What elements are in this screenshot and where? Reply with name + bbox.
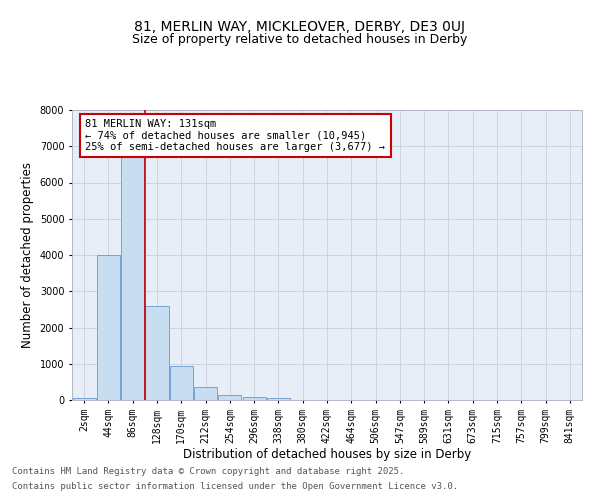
Bar [121, 132, 144, 400]
Bar [73, 398, 95, 400]
Bar [242, 397, 266, 400]
Text: 81 MERLIN WAY: 131sqm
← 74% of detached houses are smaller (10,945)
25% of semi-: 81 MERLIN WAY: 131sqm ← 74% of detached … [85, 119, 385, 152]
Bar [170, 366, 193, 400]
X-axis label: Distribution of detached houses by size in Derby: Distribution of detached houses by size … [183, 448, 471, 462]
Bar [97, 255, 120, 400]
Bar [194, 388, 217, 400]
Text: 81, MERLIN WAY, MICKLEOVER, DERBY, DE3 0UJ: 81, MERLIN WAY, MICKLEOVER, DERBY, DE3 0… [134, 20, 466, 34]
Text: Size of property relative to detached houses in Derby: Size of property relative to detached ho… [133, 34, 467, 46]
Y-axis label: Number of detached properties: Number of detached properties [21, 162, 34, 348]
Text: Contains HM Land Registry data © Crown copyright and database right 2025.: Contains HM Land Registry data © Crown c… [12, 467, 404, 476]
Text: Contains public sector information licensed under the Open Government Licence v3: Contains public sector information licen… [12, 482, 458, 491]
Bar [218, 396, 241, 400]
Bar [267, 398, 290, 400]
Bar [145, 306, 169, 400]
